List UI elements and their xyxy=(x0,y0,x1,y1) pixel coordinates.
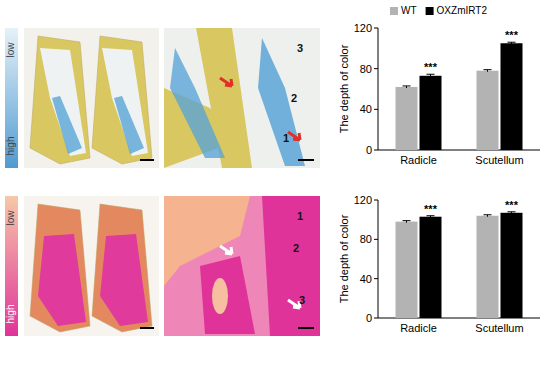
error-bar xyxy=(427,74,435,77)
seed-half xyxy=(30,204,90,332)
legend-label: WT xyxy=(401,5,417,16)
y-label: The depth of color xyxy=(338,214,350,303)
photo-overview xyxy=(24,28,159,168)
color-scale xyxy=(5,196,18,336)
scale-high: high xyxy=(5,137,16,156)
y-tick-label: 40 xyxy=(360,103,372,115)
photo-overview xyxy=(24,196,159,336)
legend-swatch xyxy=(390,7,398,15)
y-tick-label: 80 xyxy=(360,233,372,245)
scale-bar xyxy=(140,159,154,161)
y-tick xyxy=(374,318,378,319)
y-tick-label: 0 xyxy=(366,144,372,156)
region-label: 2 xyxy=(293,242,299,254)
bar xyxy=(396,222,418,318)
stain xyxy=(170,48,225,158)
seed-half xyxy=(92,36,152,164)
photo-zoom xyxy=(164,196,320,336)
arrow xyxy=(220,78,232,86)
significance: *** xyxy=(424,61,438,73)
stain xyxy=(262,196,320,336)
figure: low high 3 2 1 low high 1 2 3 0 40 80 120 The depth of… xyxy=(0,0,550,367)
y-tick xyxy=(374,28,378,29)
y-tick xyxy=(374,278,378,279)
bar xyxy=(501,43,523,150)
y-tick-label: 40 xyxy=(360,273,372,285)
significance: *** xyxy=(505,199,519,211)
y-tick xyxy=(374,239,378,240)
y-tick xyxy=(374,68,378,69)
significance: *** xyxy=(424,203,438,215)
endosperm xyxy=(164,28,320,168)
error-bar xyxy=(508,212,516,214)
arrow xyxy=(288,132,300,140)
chart: 0 40 80 120 The depth of color Radicle *** Scut… xyxy=(338,5,540,166)
stain xyxy=(114,96,144,154)
y-tick-label: 120 xyxy=(354,22,372,34)
category-label: Scutellum xyxy=(475,322,523,334)
significance: *** xyxy=(505,29,519,41)
region-label: 3 xyxy=(297,42,303,54)
y-tick xyxy=(374,109,378,110)
region-label: 2 xyxy=(291,92,297,104)
bar xyxy=(477,216,499,318)
scale-low: low xyxy=(5,210,16,226)
y-tick-label: 120 xyxy=(354,194,372,206)
scale-high: high xyxy=(5,305,16,324)
legend-swatch xyxy=(426,7,434,15)
error-bar xyxy=(484,215,492,217)
bar xyxy=(396,87,418,150)
seed-half xyxy=(92,204,152,332)
bar xyxy=(420,217,442,318)
y-label: The depth of color xyxy=(338,44,350,133)
bar xyxy=(420,76,442,150)
region-label: 1 xyxy=(283,132,289,144)
category-label: Radicle xyxy=(400,322,437,334)
stain xyxy=(200,256,255,334)
y-tick-label: 80 xyxy=(360,63,372,75)
error-bar xyxy=(508,42,516,44)
scale-bar xyxy=(140,327,154,329)
region-label: 1 xyxy=(297,210,303,222)
color-scale xyxy=(5,28,18,168)
radicle xyxy=(212,278,228,314)
y-axis xyxy=(378,200,379,318)
stain xyxy=(38,234,86,326)
error-bar xyxy=(403,221,411,223)
category-label: Scutellum xyxy=(475,154,523,166)
stain xyxy=(100,234,148,326)
endosperm xyxy=(102,48,148,156)
chart: 0 40 80 120 The depth of color Radicle *** Scut… xyxy=(338,194,540,334)
legend-label: OXZmIRT2 xyxy=(437,5,488,16)
y-tick-label: 0 xyxy=(366,312,372,324)
tissue xyxy=(164,196,320,336)
error-bar xyxy=(403,86,411,88)
scale-bar xyxy=(298,159,314,161)
region-label: 3 xyxy=(299,294,305,306)
photo-zoom xyxy=(164,28,320,168)
seed-half xyxy=(30,36,90,164)
error-bar xyxy=(484,70,492,72)
error-bar xyxy=(427,216,435,218)
y-tick xyxy=(374,200,378,201)
scale-bar xyxy=(298,327,314,329)
y-axis xyxy=(378,28,379,150)
bars xyxy=(396,212,523,318)
stain xyxy=(52,96,82,154)
stain xyxy=(258,38,305,166)
scale-low: low xyxy=(5,42,16,58)
arrow xyxy=(220,246,232,254)
bar xyxy=(477,71,499,150)
y-tick xyxy=(374,150,378,151)
endosperm xyxy=(40,48,86,156)
category-label: Radicle xyxy=(400,154,437,166)
bars xyxy=(396,42,523,150)
bar xyxy=(501,213,523,318)
